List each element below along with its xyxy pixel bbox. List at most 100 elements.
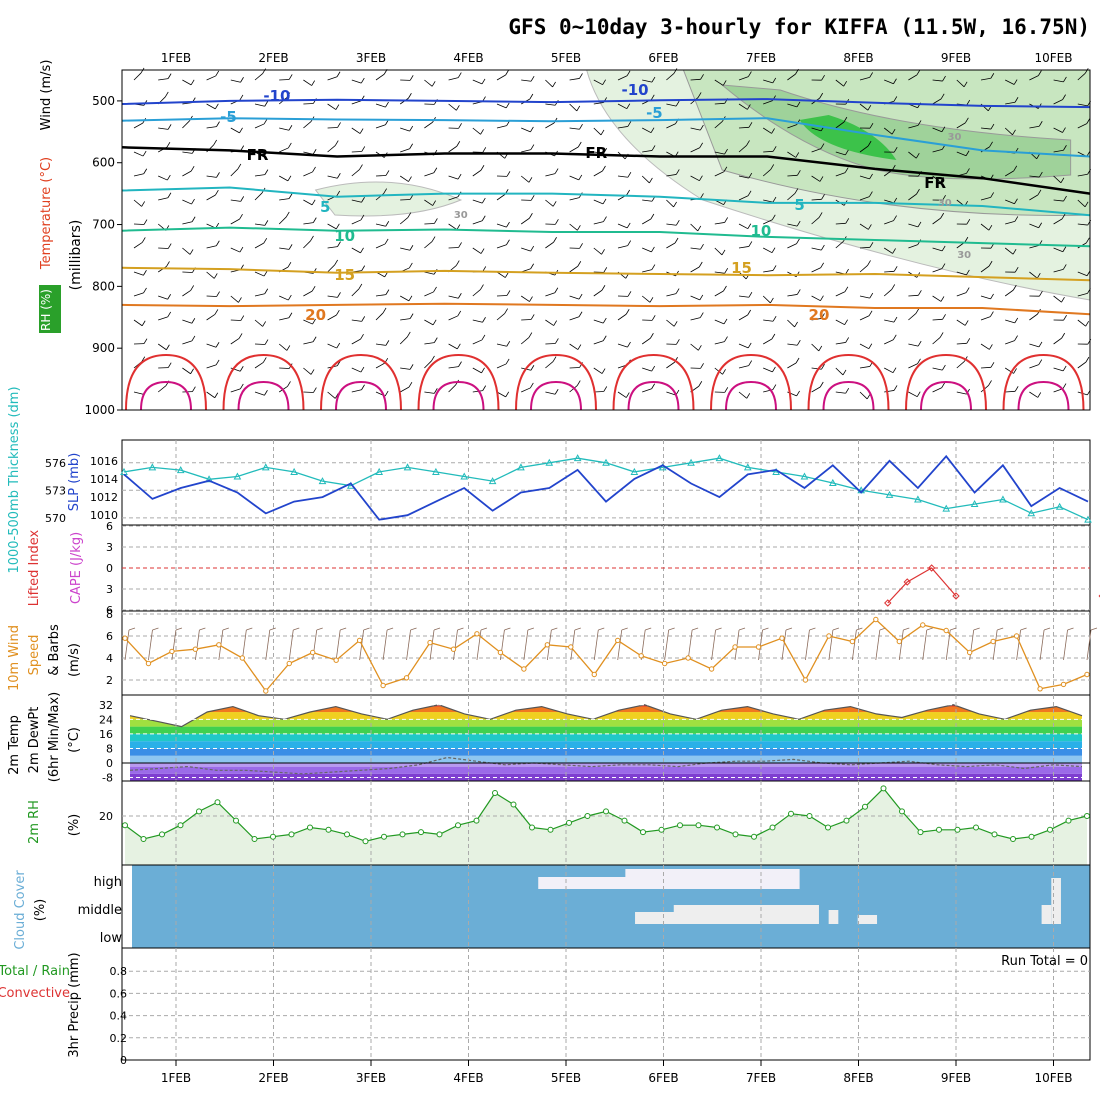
wind-barb-flag <box>481 367 485 374</box>
panel-upper-air: -10-5FR5101520-10-5FR5101520FR3030303050… <box>39 60 1092 417</box>
wind-barb <box>687 629 693 661</box>
wind-barb-flag <box>166 261 170 267</box>
ylabel-rh: RH (%) <box>39 289 53 331</box>
wind-barb <box>932 217 941 225</box>
rh-point <box>566 819 572 826</box>
wind-barb <box>1004 289 1014 297</box>
wind-barb-flag <box>950 627 957 631</box>
isotherm-30 <box>335 380 387 411</box>
wind-barb <box>593 199 604 205</box>
wind-barb <box>206 364 217 369</box>
wind-barb-flag <box>1085 320 1090 327</box>
wind-barb <box>690 247 701 250</box>
wind-barb-flag <box>288 74 293 80</box>
wind-barb <box>690 78 701 81</box>
rh-point <box>418 829 424 836</box>
wind-barb-flag <box>845 388 850 394</box>
wind-barb <box>448 77 459 81</box>
wind-barb-flag <box>700 363 704 369</box>
y-tick-label: 3 <box>106 541 113 554</box>
wind-barb <box>520 175 530 183</box>
wind-barb <box>787 124 797 129</box>
wind-barb <box>932 98 942 105</box>
wind-barb <box>133 271 144 276</box>
li-point <box>927 564 936 572</box>
wind-barb <box>182 221 193 225</box>
wind-barb-flag <box>264 339 269 345</box>
ylabel-temp-2: 2m DewPt <box>27 707 42 774</box>
wind-barb <box>206 126 217 129</box>
wind-barb-flag <box>432 319 437 326</box>
wind-barb <box>400 318 411 321</box>
wind-barb <box>593 629 599 661</box>
wind-barb-flag <box>191 216 196 222</box>
wind-barb-flag <box>385 170 390 176</box>
wind-barb-flag <box>1012 284 1017 291</box>
wind-barb-flag <box>239 94 244 101</box>
wind-barb-flag <box>504 272 509 278</box>
wind-barb <box>1077 173 1088 177</box>
wind-barb-flag <box>627 172 632 178</box>
wind-barb-flag <box>410 627 417 631</box>
isotherm-25 <box>320 353 402 411</box>
wind-barb-flag <box>965 150 970 156</box>
wind-barb-flag <box>940 93 945 100</box>
wind-barb <box>520 295 530 302</box>
wind-barb-flag <box>190 165 195 172</box>
wind-barb-flag <box>844 286 849 292</box>
wind-barb <box>351 389 362 393</box>
wind-barb-flag <box>579 243 583 249</box>
wind-barb <box>303 290 313 297</box>
y-tick-label: -8 <box>102 772 113 785</box>
thickness-point <box>885 490 894 498</box>
wind-barb-flag <box>650 333 654 339</box>
wind-barb <box>811 217 820 225</box>
wind-barb-flag <box>673 68 678 74</box>
wind-barb-flag <box>821 364 825 370</box>
date-label-top: 1FEB <box>161 51 191 65</box>
wind-barb <box>859 391 868 400</box>
wind-barb-flag <box>867 140 872 147</box>
rh-point <box>843 817 850 824</box>
wind-barb <box>617 223 628 229</box>
wind-barb-flag <box>577 261 582 267</box>
wind-barb-flag <box>431 355 435 362</box>
wind-barb <box>714 290 724 297</box>
wind-barb-flag <box>675 169 680 175</box>
wind-point <box>802 677 809 683</box>
wind-barb <box>279 79 290 81</box>
wind-barb-flag <box>942 314 946 320</box>
y-tick-label: 0 <box>106 757 113 770</box>
rh-point <box>325 826 332 833</box>
wind-barb-flag <box>820 295 824 301</box>
wind-barb-flag <box>821 313 825 319</box>
wind-barb <box>206 391 216 399</box>
wind-point <box>145 660 152 667</box>
wind-barb <box>303 367 312 375</box>
wind-barb <box>171 629 177 661</box>
wind-barb <box>545 292 555 297</box>
wind-point <box>403 675 410 681</box>
wind-barb <box>206 75 216 81</box>
wind-barb-flag <box>505 391 510 398</box>
ylabel-temp-1: 2m Temp <box>7 715 22 775</box>
wind-barb <box>617 75 628 81</box>
wind-barb <box>956 292 967 297</box>
wind-barb-flag <box>191 318 196 324</box>
wind-barb-flag <box>1037 392 1042 398</box>
wind-barb <box>351 127 361 134</box>
wind-barb <box>279 295 289 301</box>
wind-barb-flag <box>903 627 910 631</box>
wind-barb <box>617 313 627 321</box>
wind-barb-flag <box>891 284 896 290</box>
wind-barb <box>148 629 153 661</box>
wind-barb-flag <box>869 242 874 248</box>
wind-barb-flag <box>602 198 607 205</box>
wind-barb <box>133 242 143 249</box>
wind-barb-flag <box>457 173 462 180</box>
wind-barb <box>327 246 338 249</box>
wind-barb-flag <box>868 310 873 316</box>
date-label-top: 9FEB <box>941 51 971 65</box>
wind-barb <box>1004 247 1014 255</box>
wind-barb-flag <box>166 141 171 148</box>
